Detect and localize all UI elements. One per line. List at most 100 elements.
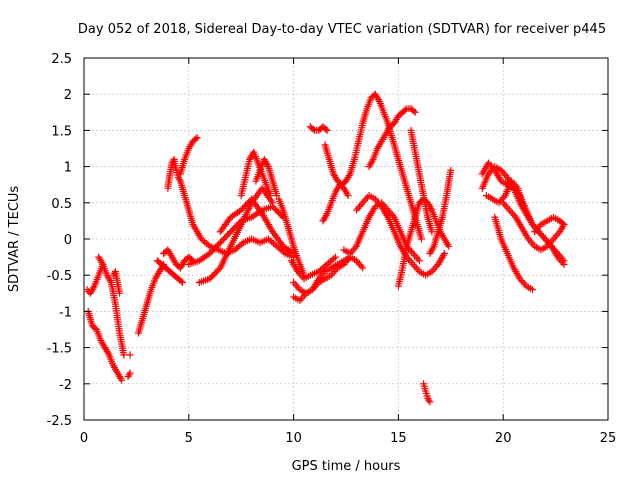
series-arc-ab [426,166,455,257]
data-point [207,248,215,256]
data-point [177,277,185,285]
series-arc-x [319,181,352,225]
data-point [221,234,229,242]
data-point [273,207,281,215]
series-arc-ah [482,177,528,214]
y-tick-label: -0.5 [47,269,72,284]
data-point [239,204,247,212]
data-point [222,232,230,240]
data-point [219,236,227,244]
data-point [417,235,425,243]
series-arc-b [83,260,107,297]
data-point [116,289,124,297]
x-tick-label: 15 [390,431,407,446]
data-point [344,192,352,200]
data-point [488,163,496,171]
series-arc-v [306,123,331,134]
x-axis-label: GPS time / hours [292,459,401,474]
data-point [411,108,419,116]
series-arc-k [176,134,201,178]
data-point [125,371,133,379]
y-tick-label: -2.5 [47,414,72,429]
series-arc-j [164,155,298,261]
data-point [540,233,548,241]
data-point [179,278,187,286]
data-point [527,239,535,247]
data-point [415,257,423,265]
series-arc-g [134,260,168,337]
data-point [352,206,360,214]
data-point [551,233,559,241]
x-tick-label: 0 [80,431,88,446]
data-point [126,369,134,377]
series-arc-o [237,148,275,200]
data-point [290,278,298,286]
x-tick-label: 10 [285,431,302,446]
data-point [238,240,246,248]
data-point [553,231,561,239]
data-point [363,193,371,201]
data-point [228,226,236,234]
data-point [445,242,453,250]
data-point [502,202,510,210]
data-point [409,249,417,257]
series-arc-p [252,155,281,200]
data-point [412,264,420,272]
data-point [193,134,201,142]
data-point [359,199,367,207]
data-point [426,398,434,406]
series-arc-ad [420,380,434,406]
data-point [297,295,305,303]
data-point [215,266,223,274]
series-arc-w [321,90,425,243]
series-arc-q [275,195,308,279]
data-point [272,206,280,214]
data-point [406,257,414,265]
data-point [447,166,455,174]
data-point [225,229,233,237]
data-point [212,243,220,251]
data-point [299,273,307,281]
data-point [126,351,134,359]
data-point [210,270,218,278]
data-point [550,235,558,243]
data-point [267,192,275,200]
y-tick-label: -1 [59,305,72,320]
data-point [504,204,512,212]
data-point [118,376,126,384]
data-point [216,239,224,247]
series-arc-e [124,369,134,381]
data-point [357,262,365,270]
data-point [411,262,419,270]
data-point [414,255,422,263]
data-point [410,107,418,115]
data-point [192,135,200,143]
data-point [354,204,362,212]
data-point [441,249,449,257]
data-point [541,235,549,243]
y-tick-label: 2 [64,88,72,103]
x-tick-label: 20 [495,431,512,446]
data-point [330,255,338,263]
series-arc-aj [531,213,568,236]
chart-title: Day 052 of 2018, Sidereal Day-to-day VTE… [78,22,606,37]
data-point [409,260,417,268]
data-point [348,248,356,256]
data-point [218,237,226,245]
data-point [560,221,568,229]
y-tick-label: 1.5 [51,124,72,139]
data-point [207,273,215,281]
data-point [359,264,367,272]
series-arc-z [365,105,419,171]
series-arc-a [84,307,126,384]
series-arc-c [95,253,128,359]
data-point [401,106,409,114]
data-point [507,208,515,216]
data-point [356,260,364,268]
data-point [505,206,513,214]
x-tick-label: 25 [600,431,617,446]
data-point [212,269,220,277]
data-point [240,203,248,211]
data-point [210,245,218,253]
data-point [270,204,278,212]
